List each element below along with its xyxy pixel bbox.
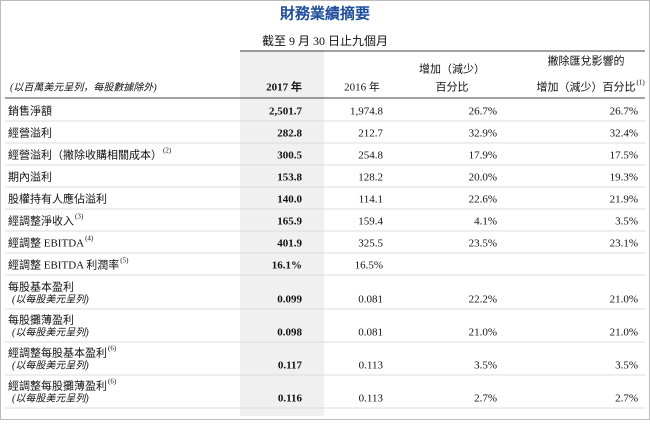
cell-value: 23.5% [469,238,497,250]
column-header: 2017 年 [266,80,302,94]
cell-value: 2,501.7 [269,106,303,118]
cell-value: 21.0% [610,327,638,339]
header-caption: (以百萬美元呈列，每股數據除外) [10,81,157,93]
cell-value: 2.7% [474,393,497,405]
cell-value: 212.7 [358,128,383,140]
cell-value: 300.5 [277,150,302,162]
cell-value: 20.0% [469,172,497,184]
row-label: 經調整每股基本盈利 [8,346,107,360]
cell-value: 159.4 [358,216,383,228]
cell-value: 0.113 [359,360,384,372]
footnote-mark: (2) [163,147,172,155]
cell-value: 128.2 [358,172,383,184]
row-label: 經營溢利（撇除收購相關成本） [8,148,162,162]
footnote-mark: (1) [637,79,646,87]
cell-value: 21.0% [469,327,497,339]
cell-value: 19.3% [610,172,638,184]
subtitle: 截至 9 月 30 日止九個月 [262,34,388,48]
row-label: 股權持有人應佔溢利 [8,192,107,206]
cell-value: 0.098 [277,327,302,339]
cell-value: 23.1% [610,238,638,250]
column-header: 撇除匯兌影響的 [548,54,625,68]
cell-value: 32.9% [469,128,497,140]
cell-value: 21.0% [610,294,638,306]
cell-value: 17.9% [469,150,497,162]
footnote-mark: (5) [120,257,129,265]
row-label: 每股基本盈利 [8,280,74,294]
row-sublabel: (以每股美元呈列) [12,326,89,338]
footnote-mark: (3) [75,213,84,221]
cell-value: 32.4% [610,128,638,140]
cell-value: 3.5% [615,360,638,372]
cell-value: 4.1% [474,216,497,228]
cell-value: 0.099 [277,294,302,306]
cell-value: 1,974.8 [350,106,384,118]
cell-value: 21.9% [610,194,638,206]
row-label: 經調整每股攤薄盈利 [8,379,107,393]
row-label: 經調整 EBITDA 利潤率 [8,258,119,272]
cell-value: 16.5% [355,260,383,272]
cell-value: 2.7% [615,393,638,405]
cell-value: 0.081 [358,327,383,339]
row-label: 銷售淨額 [8,104,52,118]
cell-value: 0.081 [358,294,383,306]
cell-value: 153.8 [277,172,302,184]
cell-value: 254.8 [358,150,383,162]
cell-value: 26.7% [610,106,638,118]
row-sublabel: (以每股美元呈列) [12,359,89,371]
row-sublabel: (以每股美元呈列) [12,293,89,305]
footnote-mark: (6) [108,345,117,353]
cell-value: 16.1% [272,260,302,272]
row-label: 經調整 EBITDA [8,236,84,250]
cell-value: 282.8 [277,128,302,140]
column-header: 2016 年 [344,80,380,94]
cell-value: 0.117 [278,360,303,372]
row-label: 經營溢利 [8,126,52,140]
cell-value: 401.9 [277,238,302,250]
title: 財務業績摘要 [279,4,370,22]
cell-value: 165.9 [277,216,302,228]
cell-value: 26.7% [469,106,497,118]
footnote-mark: (6) [108,378,117,386]
cell-value: 3.5% [474,360,497,372]
cell-value: 0.113 [359,393,384,405]
column-header: 增加（減少） [419,62,485,76]
cell-value: 3.5% [615,216,638,228]
row-label: 期內溢利 [8,170,52,184]
row-label: 每股攤薄盈利 [8,313,74,327]
cell-value: 0.116 [278,393,303,405]
cell-value: 325.5 [358,238,383,250]
cell-value: 140.0 [277,194,302,206]
cell-value: 114.1 [359,194,383,206]
row-sublabel: (以每股美元呈列) [12,392,89,404]
row-label: 經調整淨收入 [8,214,74,228]
cell-value: 22.6% [469,194,497,206]
column-header: 增加（減少）百分比 [537,80,636,94]
cell-value: 17.5% [610,150,638,162]
column-header: 百分比 [436,81,469,94]
cell-value: 22.2% [469,294,497,306]
footnote-mark: (4) [85,235,94,243]
column-shade [240,50,324,416]
